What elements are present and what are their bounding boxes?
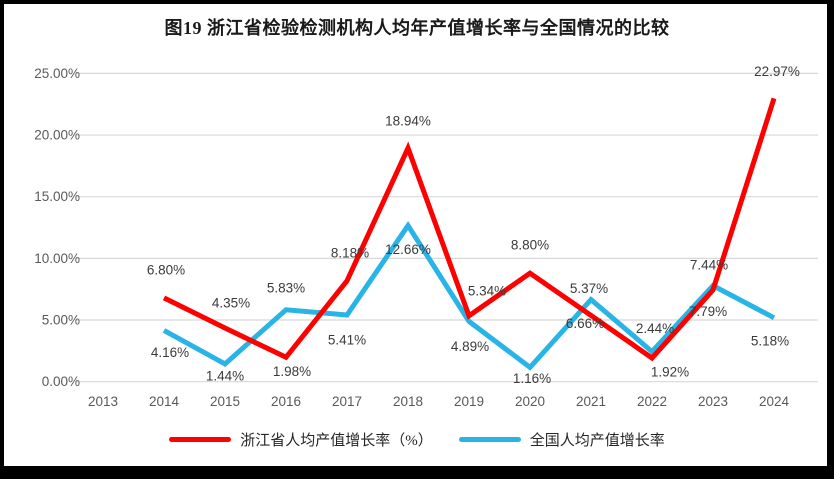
x-tick-label: 2014: [149, 394, 180, 409]
data-label: 5.37%: [570, 281, 608, 296]
x-tick-label: 2022: [637, 394, 667, 409]
data-label: 4.35%: [212, 296, 250, 311]
chart-title: 图19 浙江省检验检测机构人均年产值增长率与全国情况的比较: [164, 18, 670, 38]
frame-edge-top: [0, 0, 834, 4]
x-tick-label: 2023: [698, 394, 728, 409]
x-tick-label: 2017: [332, 394, 362, 409]
data-label: 5.83%: [267, 280, 305, 295]
x-tick-label: 2016: [271, 394, 301, 409]
y-tick-label: 10.00%: [34, 251, 80, 266]
data-label: 6.66%: [566, 316, 604, 331]
frame-edge-left: [0, 0, 4, 479]
y-tick-label: 15.00%: [34, 189, 80, 204]
legend-item-national: 全国人均产值增长率: [458, 429, 665, 450]
legend-label-zhejiang: 浙江省人均产值增长率（%）: [240, 433, 433, 449]
data-label: 1.16%: [513, 371, 551, 386]
frame-edge-right: [827, 0, 834, 479]
data-label: 1.98%: [273, 364, 311, 379]
data-label: 4.89%: [451, 339, 489, 354]
data-label: 7.79%: [689, 304, 727, 319]
x-tick-label: 2020: [515, 394, 545, 409]
legend-item-zhejiang: 浙江省人均产值增长率（%）: [169, 429, 433, 450]
y-tick-label: 0.00%: [42, 374, 80, 389]
chart-legend: 浙江省人均产值增长率（%） 全国人均产值增长率: [0, 429, 834, 450]
data-label: 8.80%: [511, 238, 549, 253]
x-tick-label: 2018: [393, 394, 423, 409]
data-label: 4.16%: [151, 345, 189, 360]
data-label: 5.41%: [328, 332, 366, 347]
y-tick-label: 5.00%: [42, 313, 80, 328]
data-label: 18.94%: [385, 114, 431, 129]
x-tick-label: 2015: [210, 394, 240, 409]
legend-label-national: 全国人均产值增长率: [529, 433, 665, 449]
data-label: 2.44%: [636, 321, 674, 336]
data-label: 8.18%: [331, 245, 369, 260]
data-label: 1.92%: [651, 365, 689, 380]
x-tick-label: 2019: [454, 394, 484, 409]
data-label: 12.66%: [385, 242, 431, 257]
data-label: 5.34%: [468, 283, 506, 298]
x-tick-label: 2013: [88, 394, 118, 409]
data-label: 1.44%: [206, 368, 244, 383]
data-label: 7.44%: [690, 257, 728, 272]
data-label: 6.80%: [147, 262, 185, 277]
legend-swatch-red-line: [169, 437, 232, 442]
data-label: 5.18%: [751, 333, 789, 348]
series-line-zhejiang: [162, 97, 777, 362]
series-line-national: [162, 221, 776, 371]
data-label: 22.97%: [754, 64, 800, 79]
frame-edge-bottom: [0, 466, 834, 479]
y-tick-label: 25.00%: [34, 66, 80, 81]
legend-swatch-blue-line: [458, 437, 521, 442]
x-tick-label: 2024: [759, 394, 790, 409]
x-tick-label: 2021: [576, 394, 606, 409]
y-tick-label: 20.00%: [34, 128, 80, 143]
